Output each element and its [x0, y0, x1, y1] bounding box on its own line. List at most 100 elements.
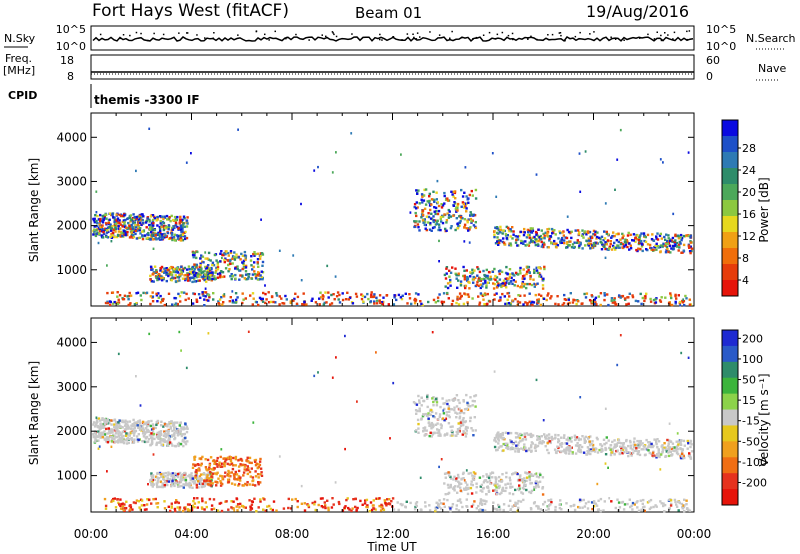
echo-cell: [445, 472, 448, 475]
echo-cell: [469, 226, 472, 229]
echo-cell: [209, 273, 212, 277]
echo-cell: [502, 442, 505, 446]
echo-cell: [471, 399, 474, 403]
echo-cell: [415, 189, 418, 192]
echo-cell: [672, 247, 675, 251]
echo-cell: [247, 468, 250, 472]
freq-strip: Freq. [MHz] 18 8 60 0 Nave: [3, 52, 786, 83]
echo-cell: [567, 447, 570, 451]
echo-cell: [215, 266, 218, 270]
echo-cell: [295, 302, 299, 305]
echo-cell: [595, 303, 598, 306]
echo-cell: [170, 420, 173, 423]
echo-cell: [287, 506, 290, 510]
echo-cell: [348, 296, 352, 300]
echo-cell: [212, 468, 215, 471]
echo-cell: [598, 448, 601, 452]
echo-cell: [553, 448, 557, 451]
echo-cell: [493, 436, 497, 440]
echo-cell: [206, 273, 209, 277]
echo-cell: [307, 505, 311, 509]
echo-cell: [219, 274, 222, 277]
echo-cell: [530, 283, 534, 287]
echo-cell: [424, 227, 427, 230]
echo-cell: [472, 278, 476, 281]
echo-cell: [508, 492, 511, 495]
echo-cell: [95, 439, 99, 442]
echo-cell: [130, 231, 133, 234]
echo-cell: [126, 436, 130, 440]
echo-cell: [103, 420, 106, 423]
echo-cell: [539, 303, 542, 307]
echo-cell: [414, 505, 417, 509]
echo-cell: [453, 398, 457, 401]
echo-cell: [133, 226, 136, 229]
echo-cell: [613, 301, 617, 304]
echo-cell: [259, 500, 262, 503]
echo-cell: [146, 440, 150, 443]
echo-cell: [578, 231, 581, 234]
echo-cell: [225, 250, 228, 253]
echo-cell: [589, 448, 593, 451]
echo-cell: [577, 438, 581, 442]
echo-cell: [537, 266, 540, 269]
echo-cell: [642, 448, 645, 451]
echo-cell: [423, 188, 426, 192]
echo-cell: [431, 410, 434, 414]
echo-cell: [234, 301, 238, 304]
echo-cell: [111, 428, 114, 431]
echo-cell: [157, 485, 161, 489]
echo-cell: [129, 431, 133, 435]
echo-cell: [167, 237, 171, 240]
echo-cell: [121, 234, 124, 238]
echo-cell: [219, 260, 222, 263]
echo-cell: [629, 447, 632, 450]
echo-cell: [116, 498, 119, 501]
echo-cell: [163, 507, 167, 510]
echo-cell: [173, 215, 177, 219]
nsearch-point: [416, 32, 419, 34]
echo-cell: [232, 507, 235, 510]
echo-cell: [155, 484, 159, 487]
echo-cell: [471, 194, 474, 197]
echo-cell: [509, 486, 512, 489]
echo-cell: [502, 229, 505, 232]
echo-cell: [195, 266, 198, 269]
echo-cell: [589, 452, 592, 456]
echo-cell: [474, 405, 477, 408]
echo-cell: [161, 215, 164, 218]
echo-cell: [311, 297, 314, 300]
echo-cell: [651, 445, 654, 449]
echo-cell: [502, 237, 505, 240]
echo-cell: [197, 272, 200, 276]
echo-cell: [108, 212, 112, 215]
echo-cell: [674, 239, 677, 242]
echo-cell: [592, 448, 595, 451]
echo-cell: [452, 478, 455, 481]
echo-cell: [207, 251, 211, 255]
echo-cell: [644, 235, 647, 239]
nsearch-point: [527, 38, 529, 40]
echo-cell: [129, 506, 133, 509]
echo-cell: [477, 295, 480, 298]
echo-cell: [441, 417, 445, 420]
nsearch-point: [186, 32, 188, 34]
echo-cell: [446, 432, 449, 435]
echo-cell: [183, 237, 187, 241]
echo-cell: [186, 427, 189, 430]
echo-cell: [429, 208, 432, 212]
echo-cell: [404, 505, 407, 508]
echo-cell: [262, 508, 265, 511]
echo-cell: [177, 433, 180, 436]
echo-cell: [198, 270, 201, 273]
echo-cell: [463, 240, 466, 243]
echo-cell: [159, 301, 163, 304]
echo-cell: [320, 505, 323, 508]
echo-cell: [641, 249, 644, 253]
echo-cell: [655, 237, 658, 240]
echo-cell: [188, 503, 191, 506]
echo-cell: [475, 482, 478, 485]
echo-cell: [650, 238, 654, 241]
echo-cell: [689, 245, 692, 249]
echo-cell: [578, 450, 582, 453]
